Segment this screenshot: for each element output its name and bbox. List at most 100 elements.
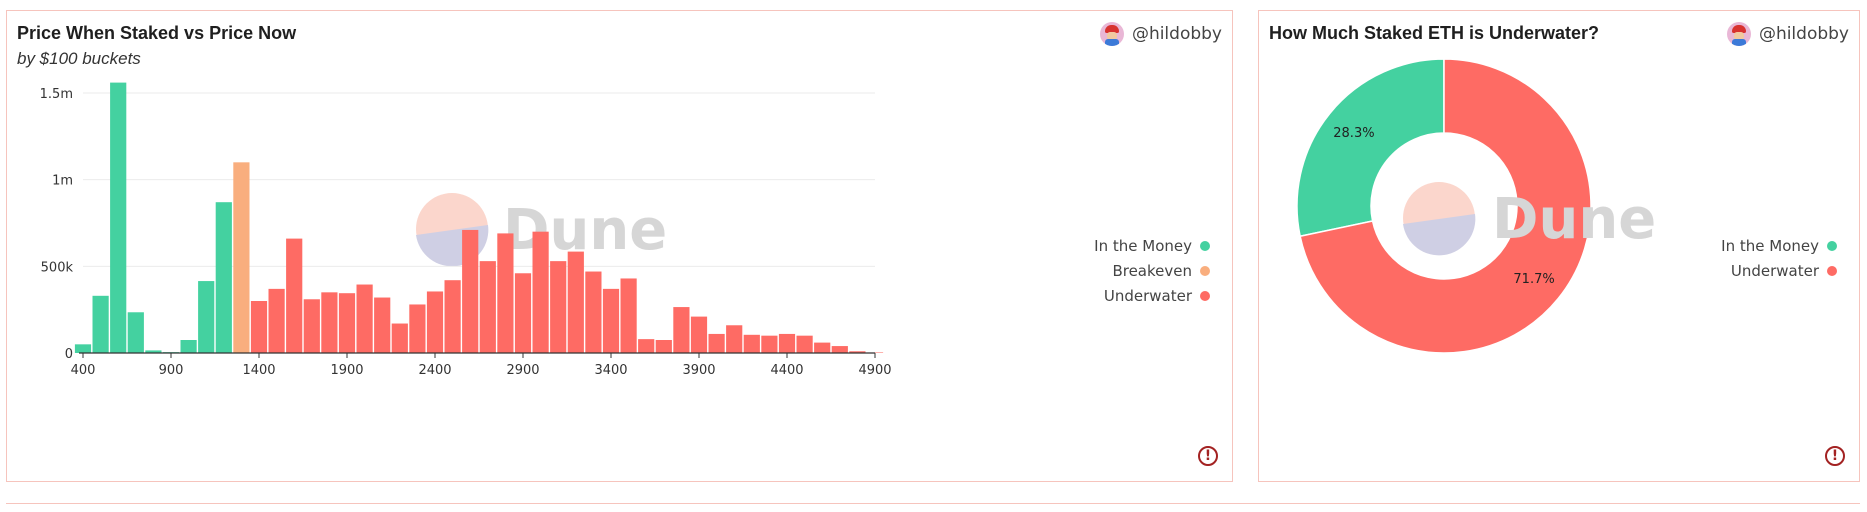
next-panel-edge — [6, 503, 1860, 512]
bar-4300[interactable] — [761, 335, 778, 353]
bar-800[interactable] — [145, 350, 162, 353]
y-tick-label: 500k — [41, 260, 74, 275]
donut-chart: 28.3% 71.7% Dune — [1296, 58, 1656, 354]
bar-3000[interactable] — [532, 231, 549, 353]
legend-item-underwater[interactable]: Underwater — [1721, 258, 1837, 283]
bar-3800[interactable] — [673, 307, 690, 353]
x-tick-label: 900 — [159, 363, 184, 378]
dune-watermark-text: Dune — [503, 198, 667, 263]
legend-item-in_the_money[interactable]: In the Money — [1721, 233, 1837, 258]
bar-3500[interactable] — [620, 278, 637, 353]
panel-title: How Much Staked ETH is Underwater? — [1269, 23, 1600, 43]
bar-4800[interactable] — [849, 351, 866, 353]
dune-watermark-text: Dune — [1492, 187, 1656, 252]
warning-icon[interactable]: ! — [1825, 446, 1845, 466]
bar-1600[interactable] — [286, 238, 303, 353]
warning-icon[interactable]: ! — [1198, 446, 1218, 466]
bar-2000[interactable] — [356, 284, 373, 353]
x-tick-label: 1400 — [242, 363, 275, 378]
bar-3200[interactable] — [567, 251, 584, 353]
y-tick-label: 0 — [65, 347, 73, 362]
avatar — [1726, 22, 1751, 46]
bar-2900[interactable] — [514, 273, 532, 353]
legend-item-breakeven[interactable]: Breakeven — [1094, 258, 1210, 283]
bar-2700[interactable] — [479, 261, 496, 353]
bar-1700[interactable] — [303, 299, 320, 353]
bar-2400[interactable] — [426, 291, 444, 353]
bar-2100[interactable] — [374, 297, 391, 353]
x-tick-label: 400 — [71, 363, 96, 378]
x-tick-label: 4900 — [858, 363, 891, 378]
bar-chart-panel: Price When Staked vs Price Now by $100 b… — [6, 10, 1233, 482]
legend-label: In the Money — [1721, 236, 1819, 255]
x-tick-label: 2900 — [506, 363, 539, 378]
bar-chart: Dune 0 500k 1m 1.5m 400 900 1400 1900 2400 2900 340… — [40, 82, 892, 378]
bar-1800[interactable] — [321, 292, 338, 353]
bar-1200[interactable] — [215, 202, 232, 353]
bar-600[interactable] — [110, 82, 127, 353]
author-name[interactable]: @hildobby — [1758, 24, 1849, 44]
slice-label: 28.3% — [1333, 126, 1374, 141]
x-tick-label: 4400 — [770, 363, 803, 378]
y-tick-label: 1m — [52, 174, 73, 189]
legend-label: Underwater — [1103, 286, 1192, 305]
slice-in_the_money[interactable] — [1296, 58, 1445, 238]
bar-3900[interactable] — [690, 316, 708, 353]
y-tick-label: 1.5m — [40, 87, 73, 102]
author-link[interactable]: @hildobby — [1099, 21, 1222, 47]
donut-chart-legend: In the Money Underwater — [1721, 233, 1837, 283]
bar-2800[interactable] — [497, 233, 514, 353]
donut-chart-panel: How Much Staked ETH is Underwater? @hild… — [1258, 10, 1860, 482]
author-name[interactable]: @hildobby — [1131, 24, 1222, 44]
legend-swatch — [1827, 240, 1837, 251]
bar-3300[interactable] — [585, 271, 602, 353]
bar-1100[interactable] — [198, 281, 215, 353]
bar-4100[interactable] — [726, 325, 743, 353]
bar-1400[interactable] — [250, 301, 268, 353]
bar-1900[interactable] — [338, 293, 356, 353]
legend-label: Breakeven — [1112, 261, 1192, 280]
bar-3600[interactable] — [638, 339, 655, 353]
bar-3100[interactable] — [550, 261, 567, 353]
legend-swatch — [1200, 240, 1210, 251]
bar-500[interactable] — [92, 295, 109, 353]
x-tick-label: 3900 — [682, 363, 715, 378]
bar-4000[interactable] — [708, 333, 725, 353]
bar-1000[interactable] — [180, 340, 197, 353]
panel-title: Price When Staked vs Price Now — [17, 23, 297, 43]
bar-1300[interactable] — [233, 162, 250, 353]
legend-label: In the Money — [1094, 236, 1192, 255]
dune-logo-shade — [1403, 214, 1476, 256]
avatar — [1099, 22, 1124, 46]
legend-item-underwater[interactable]: Underwater — [1094, 283, 1210, 308]
bar-chart-legend: In the Money Breakeven Underwater — [1094, 233, 1210, 308]
bar-2300[interactable] — [409, 304, 426, 353]
legend-item-in_the_money[interactable]: In the Money — [1094, 233, 1210, 258]
bar-4200[interactable] — [743, 334, 760, 353]
x-tick-label: 2400 — [418, 363, 451, 378]
bar-700[interactable] — [127, 312, 144, 353]
legend-swatch — [1827, 265, 1837, 276]
author-link[interactable]: @hildobby — [1726, 21, 1849, 47]
x-tick-label: 1900 — [330, 363, 363, 378]
bar-4500[interactable] — [796, 335, 813, 353]
bar-1500[interactable] — [268, 288, 285, 353]
slice-label: 71.7% — [1513, 272, 1554, 287]
bar-2600[interactable] — [462, 229, 479, 353]
panel-subtitle: by $100 buckets — [17, 49, 141, 68]
slice-underwater[interactable] — [1299, 58, 1592, 354]
bar-4400[interactable] — [778, 333, 796, 353]
legend-swatch — [1200, 290, 1210, 301]
bar-4600[interactable] — [814, 342, 831, 353]
legend-swatch — [1200, 265, 1210, 276]
bar-3700[interactable] — [655, 340, 672, 353]
bar-2500[interactable] — [444, 280, 461, 353]
dune-watermark: Dune — [416, 193, 667, 267]
bar-3400[interactable] — [602, 288, 620, 353]
bar-400[interactable] — [74, 344, 92, 353]
dune-watermark: Dune — [1403, 182, 1656, 256]
bar-4700[interactable] — [831, 346, 848, 353]
x-tick-label: 3400 — [594, 363, 627, 378]
legend-label: Underwater — [1730, 261, 1819, 280]
bar-2200[interactable] — [391, 323, 408, 353]
